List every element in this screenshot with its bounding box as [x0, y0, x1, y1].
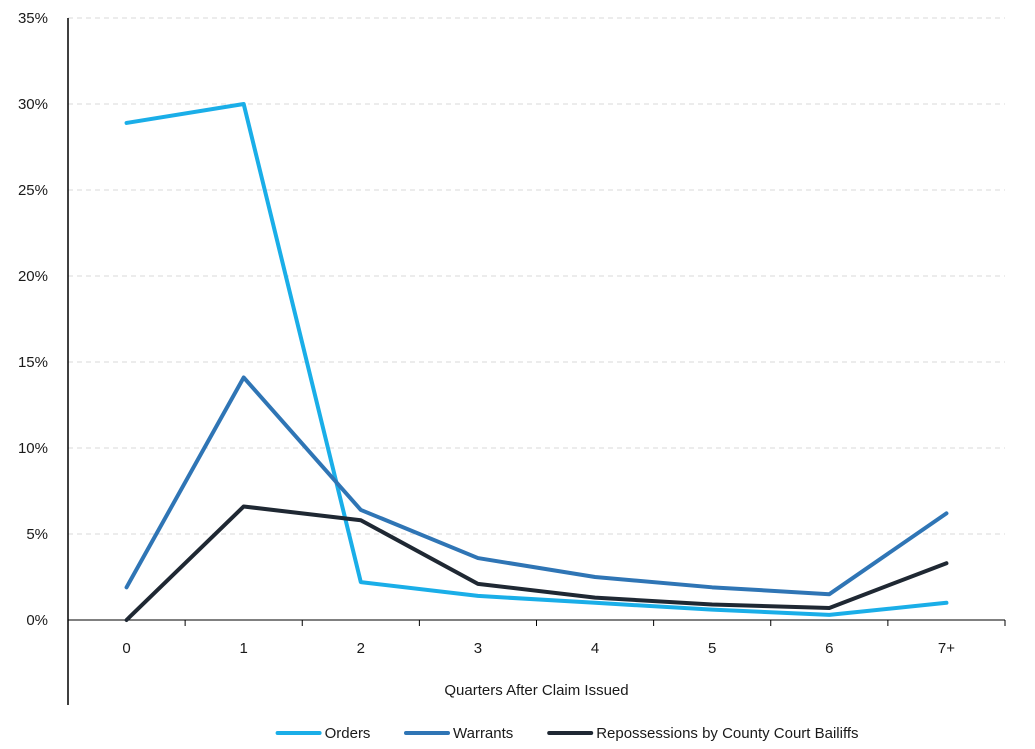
x-axis-ticks: 0 1 2 3 4 5 6 7+: [67, 620, 1006, 657]
x-tick-label: 1: [240, 640, 248, 657]
legend-label-repossessions-by-county-court-bailiffs: Repossessions by County Court Bailiffs: [596, 725, 858, 742]
series-lines: [124, 102, 949, 622]
x-tick-label: 4: [591, 640, 599, 657]
x-tick-label: 6: [825, 640, 833, 657]
y-tick-label: 35%: [18, 10, 48, 27]
x-axis-title: Quarters After Claim Issued: [444, 682, 628, 699]
legend-label-orders: Orders: [325, 725, 371, 742]
y-tick-label: 20%: [18, 268, 48, 285]
y-tick-label: 10%: [18, 440, 48, 457]
series-line-repossessions-by-county-court-bailiffs: [124, 504, 949, 622]
series-line-orders: [124, 102, 949, 617]
x-tick-label: 3: [474, 640, 482, 657]
y-tick-label: 15%: [18, 354, 48, 371]
x-tick-label: 7+: [938, 640, 955, 657]
y-axis-ticks: 0% 5% 10% 15% 20% 25% 30% 35%: [18, 10, 48, 629]
y-tick-label: 25%: [18, 182, 48, 199]
x-tick-label: 5: [708, 640, 716, 657]
x-tick-label: 2: [357, 640, 365, 657]
x-tick-label: 0: [122, 640, 130, 657]
y-tick-label: 0%: [26, 612, 48, 629]
y-tick-label: 30%: [18, 96, 48, 113]
legend: Orders Warrants Repossessions by County Co…: [275, 725, 859, 742]
series-line-warrants: [124, 375, 949, 597]
legend-label-warrants: Warrants: [453, 725, 513, 742]
y-tick-label: 5%: [26, 526, 48, 543]
gridlines: [68, 17, 1005, 535]
